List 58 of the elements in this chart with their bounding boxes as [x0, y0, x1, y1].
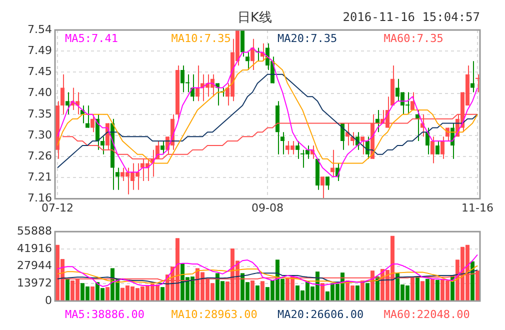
bar [260, 281, 264, 300]
candlestick [366, 136, 370, 160]
y-tick-label: 7.49 [28, 44, 52, 57]
y-tick-label: 27944 [17, 259, 52, 272]
y-tick-label: 7.54 [28, 22, 52, 36]
text: MA60:22048.00 [384, 308, 470, 321]
candlestick [66, 92, 70, 115]
bar [470, 261, 474, 300]
candlestick [246, 52, 250, 70]
bar [90, 286, 94, 300]
candlestick [90, 114, 94, 133]
candlestick [326, 176, 330, 190]
candlestick [360, 136, 364, 155]
text: MA10:28963.00 [171, 308, 258, 321]
candlestick [160, 140, 164, 155]
y-tick-label: 13972 [17, 276, 52, 290]
y-tick-label: 55888 [17, 224, 52, 238]
candlestick [476, 74, 480, 93]
y-tick-label: 7.21 [28, 170, 52, 184]
candlestick [410, 92, 414, 110]
bar [366, 283, 370, 300]
candlestick [330, 149, 334, 178]
candlestick [86, 105, 90, 128]
y-tick-label: 0 [45, 294, 52, 307]
bar [320, 283, 324, 300]
bar [416, 276, 420, 300]
y-tick-label: 7.45 [28, 65, 52, 78]
bar [436, 280, 440, 300]
candlestick [440, 136, 444, 160]
bar [426, 278, 430, 300]
candlestick [470, 60, 474, 93]
text: MA60:7.35 [384, 32, 444, 45]
candlestick [376, 109, 380, 133]
text: MA20:7.35 [278, 32, 338, 45]
candlestick [430, 136, 434, 164]
y-tick-label: 7.40 [28, 86, 52, 100]
text: MA5:38886.00 [65, 308, 144, 321]
bar [420, 281, 424, 300]
candlestick [240, 30, 244, 58]
candlestick [320, 176, 324, 200]
y-tick-label: 7.35 [28, 107, 52, 120]
bar [106, 287, 110, 300]
candlestick [436, 140, 440, 155]
chart-title: 日K线 [237, 10, 272, 26]
y-tick-label: 7.30 [28, 128, 52, 142]
bar [356, 285, 360, 300]
text: MA5:7.41 [65, 32, 118, 45]
y-tick-label: 7.26 [28, 149, 52, 162]
x-tick-label: 11-16 [462, 201, 494, 214]
bar [160, 287, 164, 300]
bar [256, 285, 260, 300]
bar [360, 280, 364, 300]
x-tick-label: 09-08 [252, 201, 284, 214]
text: MA10:7.35 [171, 32, 231, 45]
bar [66, 278, 70, 300]
text: MA20:26606.00 [278, 308, 364, 321]
y-tick-label: 41916 [17, 242, 52, 255]
chart-subtitle: 2016-11-16 15:04:57 [342, 10, 480, 24]
